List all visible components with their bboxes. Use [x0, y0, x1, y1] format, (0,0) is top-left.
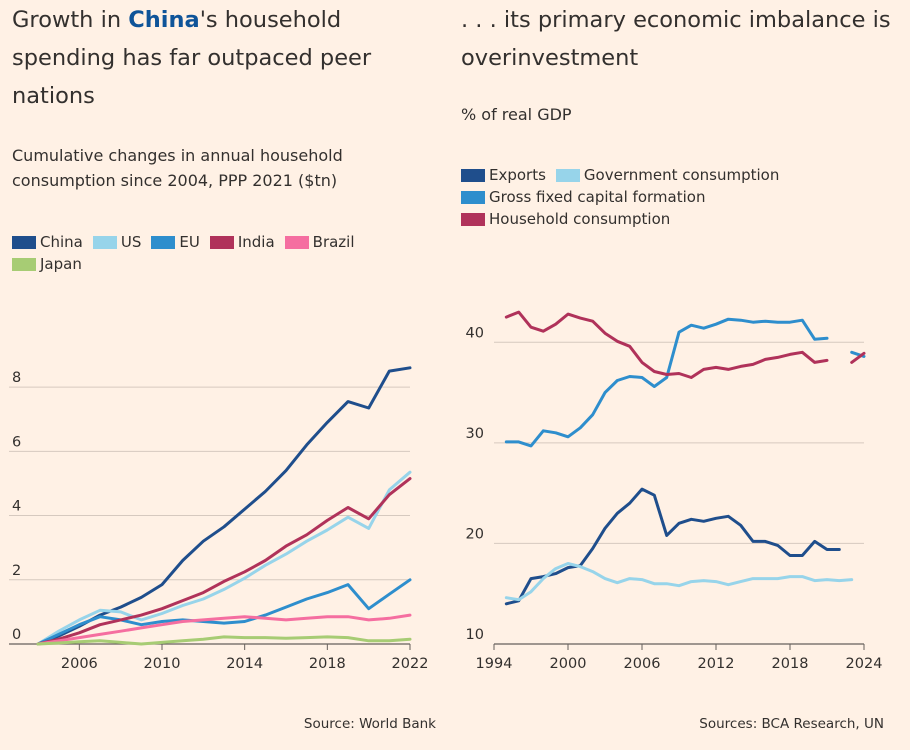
x-tick-label-1994: 1994 [476, 656, 513, 672]
legend-gfcf-swatch [461, 190, 485, 204]
legend-government-consumption-swatch [555, 168, 580, 182]
legend-eu: EU [151, 231, 200, 253]
legend-eu-swatch [151, 235, 176, 249]
left-legend: China US EU India Brazil Japan [12, 231, 422, 275]
y-tick-label-10: 10 [466, 627, 484, 643]
legend-household-consumption-label: Household consumption [489, 210, 671, 228]
series-line-household-consumption [504, 310, 866, 379]
legend-japan: Japan [12, 253, 82, 275]
legend-us: US [92, 231, 142, 253]
right-line-chart: 10 20 30 40 1994 2000 2006 2012 2018 2024 [466, 310, 883, 672]
legend-china-swatch [12, 235, 36, 249]
y-tick-label-30: 30 [466, 426, 484, 442]
series-line-japan [36, 635, 412, 646]
legend-china-label: China [40, 233, 83, 251]
series-line-brazil [36, 613, 412, 646]
legend-government-consumption-label: Government consumption [583, 166, 780, 184]
y-tick-label-0: 0 [12, 627, 21, 643]
legend-household-consumption: Household consumption [461, 208, 670, 230]
legend-household-consumption-swatch [461, 212, 485, 226]
series-line-china [36, 366, 412, 646]
legend-eu-label: EU [179, 233, 200, 251]
legend-japan-swatch [12, 257, 36, 271]
left-chart-title: Growth in China's household spending has… [12, 1, 432, 115]
x-tick-label-2006: 2006 [61, 656, 98, 672]
legend-china: China [12, 231, 83, 253]
right-source: Sources: BCA Research, UN [699, 716, 884, 732]
left-chart-subtitle: Cumulative changes in annual household c… [12, 146, 343, 190]
legend-exports: Exports [461, 164, 546, 186]
legend-japan-label: Japan [40, 255, 82, 273]
left-source: Source: World Bank [303, 716, 436, 732]
y-tick-label-4: 4 [12, 499, 21, 515]
legend-gfcf: Gross fixed capital formation [461, 186, 901, 208]
x-tick-label-2022: 2022 [392, 656, 429, 672]
x-tick-label-2000: 2000 [550, 656, 587, 672]
left-line-chart: 0 2 4 6 8 2006 2010 2014 2018 2022 [9, 366, 429, 672]
left-title-pre: Growth in [12, 7, 129, 33]
series-line-us [36, 470, 412, 646]
left-title-post: 's household spending has far outpaced p… [12, 7, 372, 109]
series-line-india [36, 477, 412, 646]
x-tick-label-2024: 2024 [846, 656, 883, 672]
legend-exports-swatch [461, 168, 485, 182]
x-tick-label-2018: 2018 [309, 656, 346, 672]
legend-us-swatch [92, 235, 117, 249]
y-tick-label-20: 20 [466, 526, 484, 542]
right-chart-title: . . . its primary economic imbalance is … [461, 7, 891, 71]
x-tick-label-2006: 2006 [624, 656, 661, 672]
legend-india-label: India [237, 233, 275, 251]
series-line-eu [36, 578, 412, 646]
legend-exports-label: Exports [489, 166, 546, 184]
legend-india-swatch [209, 235, 234, 249]
series-line-gross-fixed-capital-formation [504, 317, 866, 448]
right-legend: Exports Government consumption Gross fix… [461, 164, 901, 230]
legend-us-label: US [120, 233, 142, 251]
x-tick-label-2014: 2014 [226, 656, 263, 672]
legend-brazil-label: Brazil [312, 233, 355, 251]
legend-government-consumption: Government consumption [555, 164, 780, 186]
series-line-government-consumption [504, 562, 854, 602]
legend-gfcf-label: Gross fixed capital formation [489, 188, 706, 206]
x-tick-label-2018: 2018 [772, 656, 809, 672]
series-line-exports [506, 489, 864, 604]
y-tick-label-6: 6 [12, 434, 21, 450]
x-tick-label-2010: 2010 [144, 656, 181, 672]
left-title-highlight: China [128, 7, 200, 33]
x-tick-label-2012: 2012 [698, 656, 735, 672]
y-tick-label-8: 8 [12, 370, 21, 386]
y-tick-label-40: 40 [466, 325, 484, 341]
right-chart-subtitle: % of real GDP [461, 105, 572, 124]
y-tick-label-2: 2 [12, 563, 21, 579]
legend-india: India [209, 231, 275, 253]
legend-brazil-swatch [284, 235, 309, 249]
legend-brazil: Brazil [284, 231, 355, 253]
